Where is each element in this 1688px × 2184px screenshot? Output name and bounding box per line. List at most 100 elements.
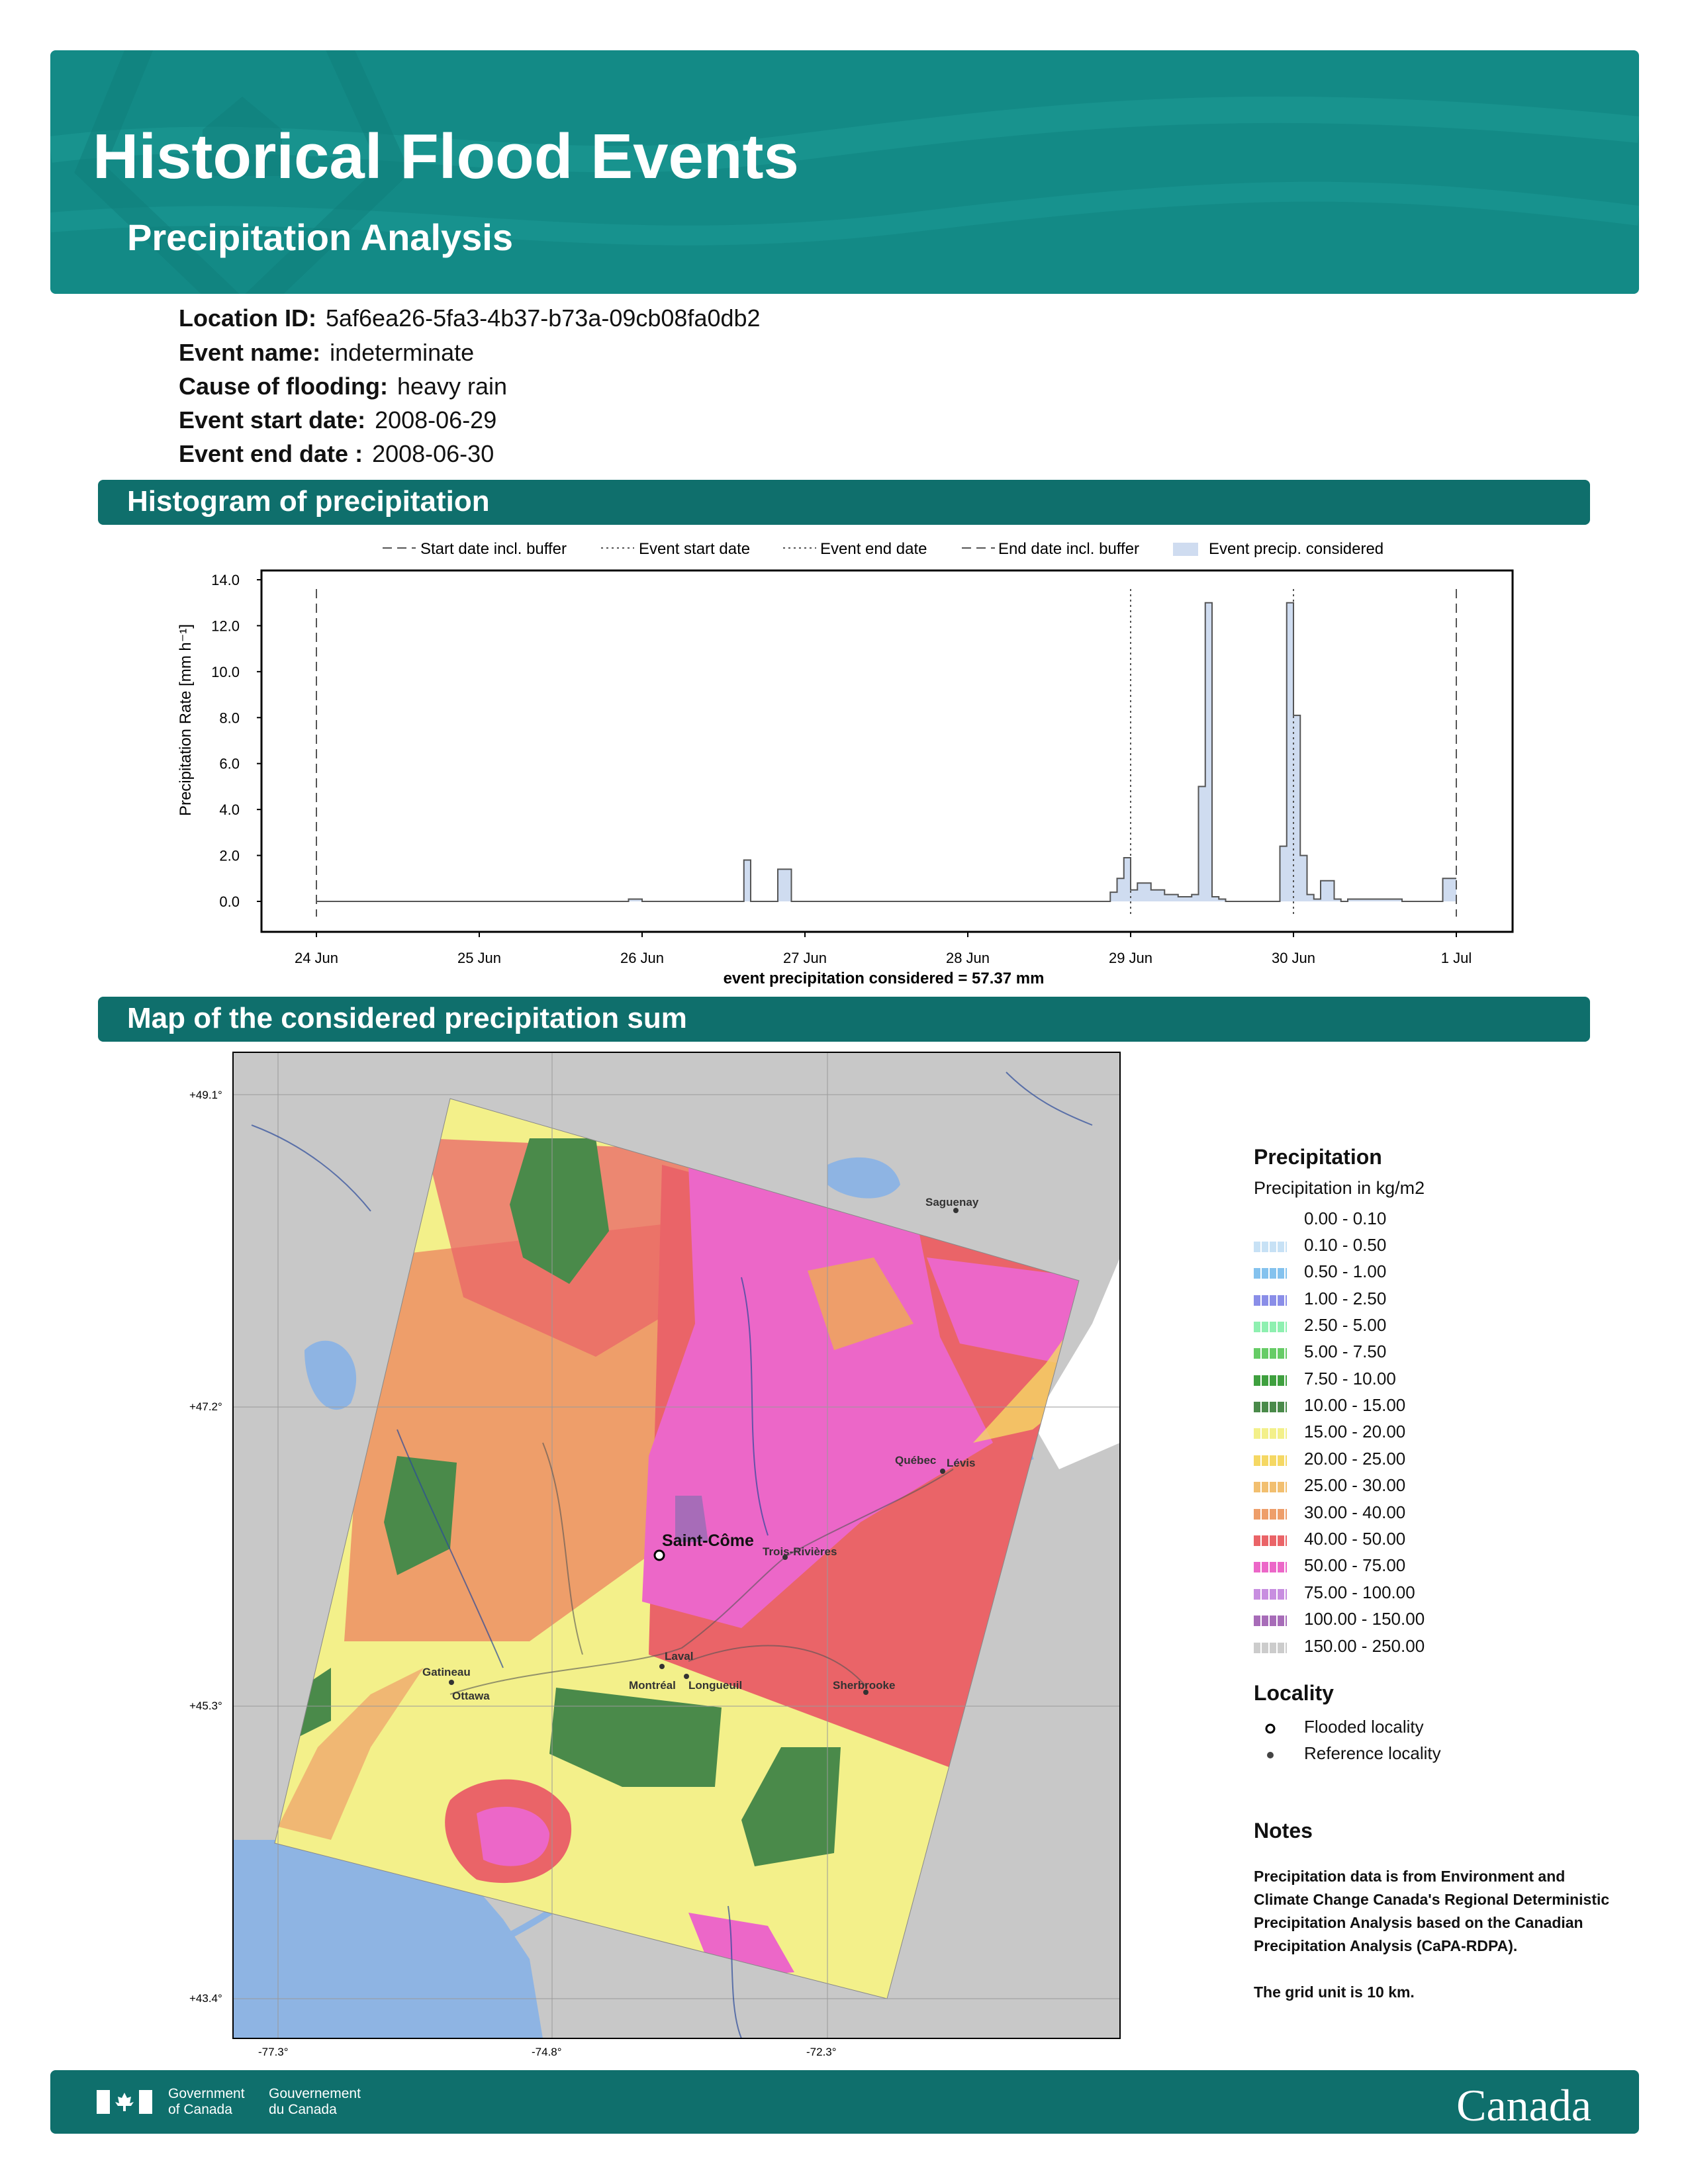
legend-swatch bbox=[1254, 1375, 1287, 1386]
end-date-value: 2008-06-30 bbox=[372, 440, 494, 467]
gov-fr-line1: Gouvernement bbox=[269, 2086, 361, 2101]
zone-10-15-center bbox=[549, 1688, 722, 1787]
legend-event-precip: Event precip. considered bbox=[1209, 540, 1383, 558]
gov-en-line2: of Canada bbox=[168, 2102, 232, 2117]
location-value: 5af6ea26-5fa3-4b37-b73a-09cb08fa0db2 bbox=[325, 304, 761, 332]
page-title: Historical Flood Events bbox=[93, 121, 799, 192]
x-tick-label: 1 Jul bbox=[1441, 950, 1472, 966]
start-date-label: Event start date: bbox=[179, 406, 366, 433]
gov-en-line1: Government bbox=[168, 2086, 245, 2101]
lat-label-45-3: +45.3° bbox=[189, 1700, 222, 1712]
precip-step-line bbox=[316, 602, 1456, 902]
flooded-locality-label: Flooded locality bbox=[1304, 1717, 1424, 1737]
lon-label-77-3: -77.3° bbox=[258, 2046, 289, 2058]
y-tick-label: 8.0 bbox=[219, 709, 240, 726]
legend-swatch bbox=[1254, 1295, 1287, 1306]
banner-decoration bbox=[50, 50, 1639, 294]
legend-swatch bbox=[1254, 1402, 1287, 1412]
legend-swatch bbox=[1254, 1615, 1287, 1626]
label-sherbrooke: Sherbrooke bbox=[833, 1679, 895, 1692]
start-date-value: 2008-06-29 bbox=[375, 406, 497, 433]
legend-swatch bbox=[1254, 1242, 1287, 1252]
zone-30-40-sw bbox=[278, 1668, 424, 1840]
zone-10-15-west bbox=[384, 1456, 457, 1575]
lon-label-72-3: -72.3° bbox=[806, 2046, 837, 2058]
map-frame bbox=[232, 1052, 1121, 2039]
x-tick-label: 25 Jun bbox=[457, 950, 501, 966]
legend-swatch bbox=[1254, 1509, 1287, 1520]
end-date-label: Event end date : bbox=[179, 440, 363, 467]
lon-label-74-8: -74.8° bbox=[532, 2046, 562, 2058]
chart-legend: Start date incl. buffer Event start date… bbox=[383, 540, 1383, 558]
precipitation-histogram: Start date incl. buffer Event start date… bbox=[177, 540, 1514, 987]
x-axis-label: event precipitation considered = 57.37 m… bbox=[724, 970, 1045, 987]
zone-100-150 bbox=[675, 1496, 708, 1542]
y-tick-label: 10.0 bbox=[211, 664, 240, 680]
notes-grid-unit: The grid unit is 10 km. bbox=[1254, 1983, 1415, 2001]
roads bbox=[449, 1442, 954, 1695]
map-section-header: Map of the considered precipitation sum bbox=[98, 997, 1590, 1042]
label-quebec: Québec bbox=[895, 1454, 936, 1467]
legend-label: 2.50 - 5.00 bbox=[1304, 1315, 1387, 1335]
label-levis: Lévis bbox=[947, 1457, 975, 1469]
legend-event-start: Event start date bbox=[639, 540, 750, 558]
legend-label: 0.50 - 1.00 bbox=[1304, 1261, 1387, 1281]
zone-30-40-inner bbox=[808, 1257, 914, 1350]
zone-50-75 bbox=[642, 1165, 993, 1628]
lat-label-43-4: +43.4° bbox=[189, 1992, 222, 2005]
legend-label: 1.00 - 2.50 bbox=[1304, 1289, 1387, 1308]
trois-rivieres-dot bbox=[782, 1555, 788, 1560]
cause-label: Cause of flooding: bbox=[179, 373, 388, 400]
gov-en: Government of Canada bbox=[168, 2086, 245, 2118]
y-tick-label: 6.0 bbox=[219, 756, 240, 772]
zone-10-15-north bbox=[510, 1138, 609, 1284]
x-tick-label: 24 Jun bbox=[295, 950, 338, 966]
legend-swatch bbox=[1254, 1535, 1287, 1546]
legend-label: 50.00 - 75.00 bbox=[1304, 1555, 1406, 1575]
legend-swatch bbox=[1254, 1455, 1287, 1466]
histogram-section-title: Histogram of precipitation bbox=[127, 485, 490, 518]
flooded-locality-icon bbox=[1265, 1723, 1276, 1734]
location-row: Location ID: 5af6ea26-5fa3-4b37-b73a-09cb… bbox=[179, 304, 761, 332]
legend-swatch bbox=[1254, 1428, 1287, 1439]
legend-start-buffer: Start date incl. buffer bbox=[420, 540, 567, 558]
y-ticks: 0.0 2.0 4.0 6.0 8.0 10.0 12.0 14.0 bbox=[211, 572, 261, 910]
cause-value: heavy rain bbox=[397, 373, 508, 400]
label-longueuil: Longueuil bbox=[688, 1679, 742, 1692]
lat-label-49-1: +49.1° bbox=[189, 1089, 222, 1101]
legend-label: 10.00 - 15.00 bbox=[1304, 1395, 1406, 1415]
header-banner: Historical Flood Events Precipitation An… bbox=[50, 50, 1639, 294]
x-tick-label: 26 Jun bbox=[620, 950, 664, 966]
gov-fr: Gouvernement du Canada bbox=[269, 2086, 361, 2118]
legend-label: 40.00 - 50.00 bbox=[1304, 1529, 1406, 1549]
plot-body bbox=[316, 589, 1457, 917]
legend-end-buffer: End date incl. buffer bbox=[998, 540, 1139, 558]
x-tick-label: 28 Jun bbox=[946, 950, 990, 966]
legend-label: 20.00 - 25.00 bbox=[1304, 1449, 1406, 1469]
ottawa-dot bbox=[449, 1680, 454, 1685]
location-label: Location ID: bbox=[179, 304, 316, 332]
rivers bbox=[251, 1071, 1093, 2038]
notes-title: Notes bbox=[1254, 1819, 1313, 1843]
zone-10-15-south bbox=[741, 1747, 841, 1866]
label-gatineau: Gatineau bbox=[422, 1666, 471, 1678]
label-laval: Laval bbox=[665, 1650, 693, 1662]
locality-title: Locality bbox=[1254, 1681, 1334, 1705]
y-tick-label: 4.0 bbox=[219, 801, 240, 818]
legend-swatch bbox=[1254, 1348, 1287, 1359]
label-saguenay: Saguenay bbox=[925, 1196, 979, 1208]
legend-label: 30.00 - 40.00 bbox=[1304, 1502, 1406, 1522]
notes-source: Precipitation data is from Environment a… bbox=[1254, 1868, 1610, 1954]
histogram-section-header: Histogram of precipitation bbox=[98, 480, 1590, 525]
montreal-dot bbox=[684, 1674, 689, 1679]
legend-label: 75.00 - 100.00 bbox=[1304, 1582, 1415, 1602]
laval-dot bbox=[659, 1664, 665, 1669]
legend-label: 100.00 - 150.00 bbox=[1304, 1609, 1425, 1629]
legend-label: 5.00 - 7.50 bbox=[1304, 1342, 1387, 1361]
y-axis-label: Precipitation Rate [mm h⁻¹] bbox=[177, 624, 195, 816]
end-date-row: Event end date : 2008-06-30 bbox=[179, 440, 494, 468]
reference-localities: Saguenay Québec Lévis Trois-Rivières Lav… bbox=[422, 1196, 979, 1702]
x-tick-label: 27 Jun bbox=[783, 950, 827, 966]
st-lawrence-estuary bbox=[1033, 1059, 1120, 1469]
notes-body: Precipitation data is from Environment a… bbox=[1254, 1865, 1611, 2004]
